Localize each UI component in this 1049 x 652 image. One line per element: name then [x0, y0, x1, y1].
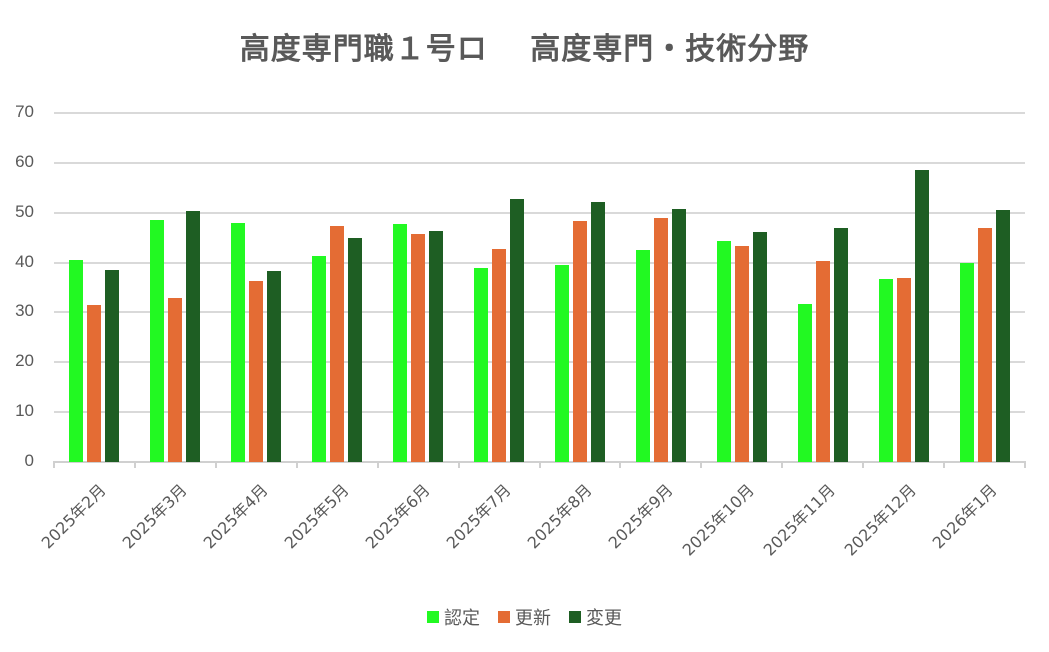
bar-更新 [572, 221, 587, 462]
legend: 認定 更新 変更 [0, 604, 1049, 630]
chart-title: 高度専門職１号ロ 高度専門・技術分野 [239, 32, 810, 67]
x-tick-label: 2025年5月 [280, 480, 353, 553]
bar-認定 [474, 268, 489, 462]
x-tick-mark [133, 461, 136, 468]
bar-認定 [797, 303, 812, 462]
bar-認定 [554, 265, 569, 462]
gridline [54, 361, 1025, 364]
bar-変更 [186, 210, 201, 462]
x-tick-label: 2026年1月 [928, 480, 1001, 553]
legend-item: 変更 [569, 604, 622, 630]
bar-変更 [671, 209, 686, 462]
bar-変更 [348, 238, 363, 462]
x-tick-label: 2025年9月 [604, 480, 677, 553]
y-tick-label: 50 [15, 201, 34, 221]
bar-認定 [959, 263, 974, 462]
legend-item: 更新 [498, 604, 551, 630]
x-tick-label: 2025年8月 [523, 480, 596, 553]
bar-認定 [716, 240, 731, 462]
x-tick-mark [700, 461, 703, 468]
y-tick-label: 60 [15, 151, 34, 171]
x-tick-mark [295, 461, 298, 468]
y-tick-label: 70 [15, 102, 34, 121]
bar-変更 [267, 271, 282, 462]
y-tick-label: 10 [15, 401, 34, 421]
bar-変更 [510, 198, 525, 462]
bar-変更 [995, 209, 1010, 462]
gridline [54, 411, 1025, 414]
bar-認定 [312, 255, 327, 462]
bar-更新 [411, 234, 426, 462]
bar-認定 [878, 279, 893, 462]
legend-item: 認定 [427, 604, 480, 630]
bar-更新 [734, 245, 749, 462]
gridline [54, 211, 1025, 214]
bar-変更 [914, 169, 929, 462]
gridline [54, 161, 1025, 164]
bar-変更 [429, 231, 444, 462]
x-tick-mark [457, 461, 460, 468]
bar-更新 [249, 280, 264, 462]
legend-label: 認定 [444, 608, 480, 629]
gridline [54, 112, 1025, 114]
x-tick-label: 2025年4月 [199, 480, 272, 553]
bar-更新 [977, 227, 992, 462]
bar-認定 [150, 219, 165, 462]
bar-変更 [752, 231, 767, 462]
legend-swatch-icon [569, 611, 581, 623]
x-tick-mark [538, 461, 541, 468]
legend-swatch-icon [498, 611, 510, 623]
x-tick-label: 2025年12月 [840, 480, 920, 560]
bar-認定 [69, 260, 84, 462]
gridline [54, 311, 1025, 314]
bar-更新 [330, 226, 345, 462]
bar-変更 [590, 202, 605, 462]
x-tick-label: 2025年7月 [442, 480, 515, 553]
bar-更新 [896, 278, 911, 462]
bar-認定 [231, 223, 246, 462]
bar-認定 [635, 249, 650, 462]
bar-更新 [168, 298, 183, 462]
y-tick-label: 30 [15, 301, 34, 321]
y-tick-label: 40 [15, 251, 34, 271]
y-tick-label: 0 [24, 451, 34, 470]
x-tick-mark [619, 461, 622, 468]
x-tick-mark [943, 461, 946, 468]
legend-label: 変更 [586, 608, 622, 629]
x-tick-label: 2025年6月 [361, 480, 434, 553]
x-tick-label: 2025年2月 [38, 480, 111, 553]
legend-label: 更新 [515, 608, 551, 629]
x-tick-mark [214, 461, 217, 468]
gridline [54, 261, 1025, 264]
x-tick-mark [1024, 461, 1026, 468]
x-tick-label: 2025年11月 [759, 480, 839, 560]
bar-更新 [492, 248, 507, 462]
bar-認定 [393, 224, 408, 462]
bar-更新 [87, 304, 102, 462]
legend-swatch-icon [427, 611, 439, 623]
bar-更新 [815, 261, 830, 462]
x-tick-mark [53, 461, 55, 468]
x-tick-mark [862, 461, 865, 468]
y-tick-label: 20 [15, 351, 34, 371]
x-tick-mark [376, 461, 379, 468]
bar-変更 [833, 227, 848, 462]
x-tick-label: 2025年3月 [119, 480, 192, 553]
x-tick-mark [781, 461, 784, 468]
bar-変更 [105, 270, 120, 462]
bar-更新 [653, 218, 668, 462]
x-tick-label: 2025年10月 [678, 480, 758, 560]
